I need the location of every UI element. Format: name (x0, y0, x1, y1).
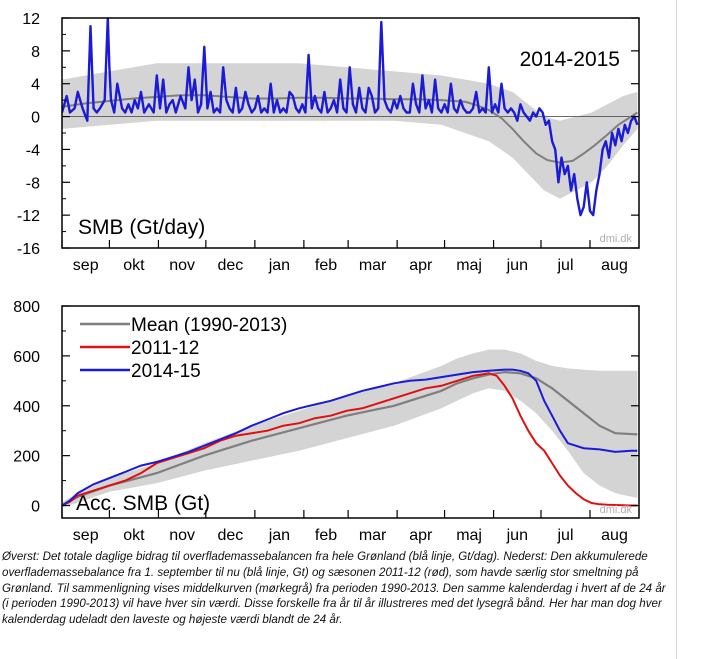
bottom-x-tick-label: dec (218, 527, 244, 544)
bottom-chart-acc-smb: 800 600 400 200 0 sep okt nov dec jan feb mar apr ma… (13, 299, 640, 544)
top-y-tick-label: -4 (26, 142, 40, 159)
top-x-tick-label: jun (506, 257, 528, 274)
top-y-tick-label: 0 (31, 110, 40, 127)
top-y-tick-label: -12 (17, 208, 40, 225)
bottom-x-tick-label: mar (359, 527, 387, 544)
top-chart-title: 2014-2015 (520, 48, 620, 71)
top-y-tick-label: 8 (31, 44, 40, 61)
bottom-series-2014-15 (62, 368, 638, 507)
bottom-x-tick-label: aug (601, 527, 628, 544)
bottom-watermark: dmi.dk (600, 504, 633, 516)
bottom-y-tick-label: 0 (31, 499, 40, 516)
bottom-y-tick-label: 200 (13, 449, 40, 466)
top-x-tick-label: mar (359, 257, 387, 274)
top-x-tick-label: sep (73, 257, 99, 274)
page-right-border (676, 0, 677, 659)
top-ylabel: SMB (Gt/day) (78, 216, 205, 239)
bottom-ylabel: Acc. SMB (Gt) (76, 492, 210, 515)
top-x-axis: sep okt nov dec jan feb mar apr maj jun jul aug (61, 240, 628, 274)
top-y-tick-label: 12 (22, 11, 40, 28)
bottom-series-2011-12 (62, 372, 638, 507)
top-x-tick-label: aug (601, 257, 628, 274)
top-series-2014-15 (62, 18, 639, 217)
top-x-tick-label: apr (409, 257, 433, 274)
legend-label-2014-15: 2014-15 (131, 361, 201, 382)
bottom-x-tick-label: sep (73, 527, 99, 544)
bottom-y-tick-label: 600 (13, 349, 40, 366)
bottom-plot-frame (61, 305, 640, 519)
top-x-tick-label: jul (556, 257, 573, 274)
bottom-band-range (62, 349, 638, 508)
top-x-tick-label: okt (123, 257, 145, 274)
bottom-y-axis: 800 600 400 200 0 (13, 299, 639, 516)
legend-label-mean: Mean (1990-2013) (131, 315, 287, 336)
bottom-x-axis: sep okt nov dec jan feb mar apr maj jun jul aug (61, 510, 628, 544)
top-chart-smb-daily: 12 8 4 0 -4 -8 -12 -16 sep okt nov dec jan feb mar apr… (17, 11, 640, 274)
top-x-tick-label: maj (456, 257, 482, 274)
top-x-tick-label: nov (169, 257, 195, 274)
bottom-x-tick-label: maj (456, 527, 482, 544)
top-y-tick-label: -8 (26, 175, 40, 192)
figure: 12 8 4 0 -4 -8 -12 -16 sep okt nov dec jan feb mar apr… (13, 11, 640, 544)
top-y-axis: 12 8 4 0 -4 -8 -12 -16 (17, 11, 639, 258)
top-x-tick-label: jan (268, 257, 290, 274)
bottom-y-tick-label: 800 (13, 299, 40, 316)
top-watermark: dmi.dk (600, 233, 633, 245)
legend-label-2011-12: 2011-12 (131, 338, 199, 359)
top-y-tick-label: -16 (17, 241, 40, 258)
bottom-x-tick-label: apr (409, 527, 433, 544)
bottom-mean-line (62, 370, 638, 507)
bottom-x-tick-label: jun (506, 527, 528, 544)
figure-caption: Øverst: Det totale daglige bidrag til ov… (2, 550, 666, 627)
bottom-x-tick-label: nov (169, 527, 195, 544)
bottom-legend: Mean (1990-2013) 2011-12 2014-15 (80, 315, 287, 382)
bottom-x-tick-label: feb (315, 527, 337, 544)
top-y-tick-label: 4 (31, 77, 40, 94)
bottom-x-tick-label: jul (556, 527, 573, 544)
bottom-x-tick-label: okt (123, 527, 145, 544)
top-x-tick-label: dec (218, 257, 244, 274)
top-x-tick-label: feb (315, 257, 337, 274)
bottom-x-tick-label: jan (268, 527, 290, 544)
top-mean-line (62, 94, 638, 164)
bottom-y-tick-label: 400 (13, 399, 40, 416)
